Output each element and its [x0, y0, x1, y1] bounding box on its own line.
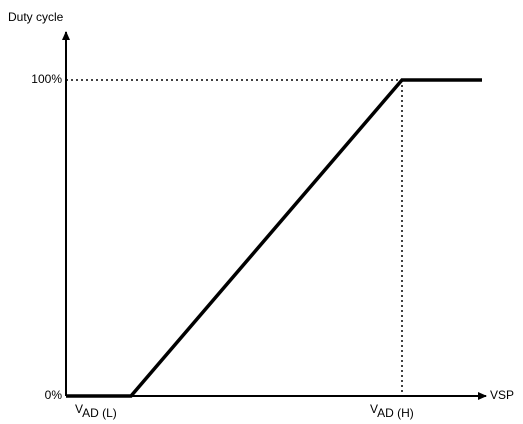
duty-curve: [66, 78, 482, 398]
y-axis-title: Duty cycle: [8, 10, 64, 24]
x-axis-title: VSP: [490, 388, 514, 402]
y-label: 100%: [31, 72, 62, 86]
y-label: 0%: [45, 388, 63, 402]
x-label: VAD (L): [75, 402, 117, 420]
x-label-sub: AD (H): [377, 406, 414, 420]
x-label-main: V: [75, 402, 83, 416]
x-label: VAD (H): [370, 402, 414, 420]
x-label-sub: AD (L): [82, 406, 117, 420]
x-label-main: V: [370, 402, 378, 416]
